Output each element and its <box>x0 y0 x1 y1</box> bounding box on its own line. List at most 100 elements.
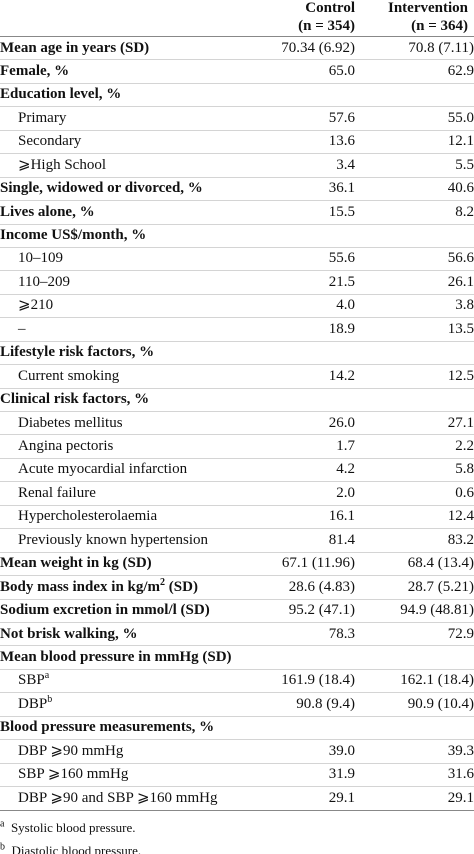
group-label: Mean age in years (SD) <box>0 38 149 58</box>
label-text: 110–209 <box>18 273 70 290</box>
label-text: 10–109 <box>18 250 63 267</box>
group-label: Education level, % <box>0 84 121 104</box>
row-label: SBPa <box>18 670 49 690</box>
row-label: Primary <box>18 108 66 128</box>
cell-value: 94.9 (48.81) <box>400 602 474 619</box>
cell-value: 31.6 <box>447 766 474 783</box>
superscript: 2 <box>160 576 166 588</box>
label-text: ⩾High School <box>18 156 106 173</box>
rule <box>0 481 474 483</box>
label-text: Clinical risk factors, % <box>0 391 150 408</box>
cell-value: 2.0 <box>336 484 355 501</box>
rule <box>0 82 474 84</box>
rule <box>0 176 474 178</box>
cell-value: 90.9 (10.4) <box>407 695 474 712</box>
group-label: Sodium excretion in mmol/l (SD) <box>0 600 210 620</box>
cell-value: 12.4 <box>447 508 474 525</box>
label-text: Single, widowed or divorced, % <box>0 180 203 197</box>
cell-value: 26.0 <box>328 414 355 431</box>
group-label: Blood pressure measurements, % <box>0 717 214 737</box>
rule <box>0 762 474 764</box>
cell-value: 14.2 <box>328 367 355 384</box>
row-label: – <box>18 319 26 339</box>
cell-value: 3.8 <box>455 297 474 314</box>
row-label: SBP ⩾160 mmHg <box>18 764 128 784</box>
cell-value: 39.3 <box>447 742 474 759</box>
rule <box>0 809 474 811</box>
label-text: Lives alone, % <box>0 203 95 220</box>
cell-value: 62.9 <box>447 62 474 79</box>
label-text: Previously known hypertension <box>18 531 208 548</box>
label-text: Hypercholesterolaemia <box>18 508 158 525</box>
rule <box>0 270 474 272</box>
cell-value: 15.5 <box>328 203 355 220</box>
rule <box>0 153 474 155</box>
rule <box>0 645 474 647</box>
group-label: Mean blood pressure in mmHg (SD) <box>0 647 232 667</box>
cell-value: 13.6 <box>328 133 355 150</box>
column-header: Control <box>305 0 355 16</box>
row-label: Secondary <box>18 131 81 151</box>
label-text: Renal failure <box>18 484 96 501</box>
rule <box>0 59 474 61</box>
group-label: Income US$/month, % <box>0 225 146 245</box>
cell-value: 95.2 (47.1) <box>288 602 355 619</box>
cell-value: 78.3 <box>328 625 355 642</box>
label-text: Not brisk walking, % <box>0 625 138 642</box>
rule <box>0 575 474 577</box>
label-text: Current smoking <box>18 367 120 384</box>
row-label: 110–209 <box>18 272 70 292</box>
cell-value: 57.6 <box>328 109 355 126</box>
cell-value: 0.6 <box>455 484 474 501</box>
cell-value: 4.2 <box>336 461 355 478</box>
cell-value: 55.0 <box>447 109 474 126</box>
rule <box>0 551 474 553</box>
group-label: Body mass index in kg/m2 (SD) <box>0 577 198 597</box>
row-label: DBP ⩾90 and SBP ⩾160 mmHg <box>18 788 217 808</box>
cell-value: 8.2 <box>455 203 474 220</box>
cell-value: 90.8 (9.4) <box>296 695 355 712</box>
row-label: Acute myocardial infarction <box>18 459 187 479</box>
rule <box>0 340 474 342</box>
label-text: Blood pressure measurements, % <box>0 719 215 736</box>
cell-value: 1.7 <box>336 437 355 454</box>
cell-value: 5.5 <box>455 156 474 173</box>
rule <box>0 668 474 670</box>
cell-value: 28.7 (5.21) <box>407 578 474 595</box>
row-label: Diabetes mellitus <box>18 413 123 433</box>
cell-value: 5.8 <box>455 461 474 478</box>
row-label: ⩾High School <box>18 155 106 175</box>
group-label: Lifestyle risk factors, % <box>0 342 154 362</box>
label-text: Sodium excretion in mmol/l (SD) <box>0 602 210 619</box>
label-text: Primary <box>18 109 67 126</box>
rule <box>0 504 474 506</box>
superscript: b <box>47 693 53 705</box>
cell-value: 12.5 <box>447 367 474 384</box>
rule <box>0 223 474 225</box>
rule <box>0 622 474 623</box>
footnote-mark: b <box>0 841 5 853</box>
column-header: Intervention <box>388 0 468 16</box>
label-text: Female, % <box>0 62 70 79</box>
cell-value: 67.1 (11.96) <box>281 555 355 572</box>
rule <box>0 739 474 741</box>
group-label: Clinical risk factors, % <box>0 389 149 409</box>
rule <box>0 364 474 366</box>
rule <box>0 317 474 319</box>
cell-value: 70.8 (7.11) <box>408 39 474 56</box>
rule <box>0 387 474 389</box>
rule <box>0 200 474 202</box>
label-text: DBP ⩾90 and SBP ⩾160 mmHg <box>18 789 218 806</box>
cell-value: 70.34 (6.92) <box>281 39 355 56</box>
rule <box>0 246 474 248</box>
cell-value: 65.0 <box>328 62 355 79</box>
group-label: Lives alone, % <box>0 202 95 222</box>
rule <box>0 457 474 459</box>
column-n: (n = 354) <box>298 18 355 34</box>
label-text: – <box>18 320 26 337</box>
cell-value: 40.6 <box>447 180 474 197</box>
group-label: Single, widowed or divorced, % <box>0 178 203 198</box>
label-text: Secondary <box>18 133 82 150</box>
row-label: DBP ⩾90 mmHg <box>18 741 123 761</box>
cell-value: 83.2 <box>447 531 474 548</box>
